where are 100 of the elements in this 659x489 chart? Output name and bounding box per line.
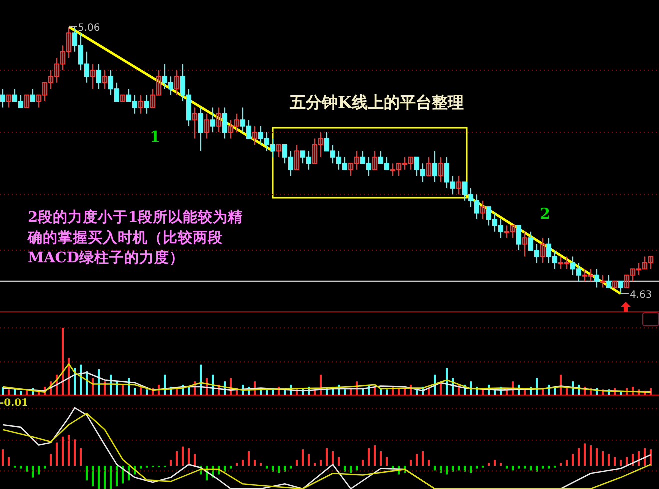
- bar: [134, 388, 136, 395]
- bar: [416, 454, 418, 466]
- bar: [428, 460, 430, 466]
- candlestick: [30, 88, 36, 102]
- bar: [290, 466, 292, 469]
- bar: [386, 457, 388, 466]
- bar: [248, 451, 250, 466]
- candlestick: [204, 113, 210, 140]
- bar: [140, 466, 142, 469]
- bar: [194, 454, 196, 466]
- bar: [104, 466, 106, 489]
- bar: [434, 466, 436, 471]
- bar: [602, 451, 604, 466]
- candlestick: [480, 200, 486, 220]
- bar: [566, 460, 568, 466]
- bar: [122, 466, 124, 484]
- bar: [344, 390, 346, 395]
- bar: [584, 444, 586, 466]
- bar: [368, 448, 370, 466]
- bar: [590, 446, 592, 466]
- bar: [578, 448, 580, 466]
- candlestick: [516, 225, 522, 252]
- bar: [146, 390, 148, 395]
- candlestick: [372, 150, 378, 170]
- bar: [494, 460, 496, 466]
- bar: [476, 466, 478, 469]
- bar: [20, 390, 22, 395]
- candlestick: [144, 94, 150, 114]
- annotation: -0.01: [0, 398, 29, 409]
- bar: [74, 440, 76, 466]
- bar: [26, 466, 28, 472]
- bar: [386, 390, 388, 395]
- bar: [464, 466, 466, 472]
- bar: [524, 466, 526, 469]
- bar: [116, 466, 118, 486]
- candlestick: [432, 150, 438, 183]
- bar: [80, 448, 82, 466]
- bar: [110, 466, 112, 489]
- candlestick: [198, 107, 204, 152]
- candlestick: [594, 268, 600, 288]
- bar: [68, 435, 70, 466]
- candlestick: [174, 70, 180, 96]
- bar: [92, 378, 94, 395]
- bar: [80, 364, 82, 395]
- bar: [92, 466, 94, 486]
- bar: [62, 436, 64, 466]
- annotation: 2段的力度小于1段所以能较为精确的掌握买入时机（比较两段MACD绿柱子的力度）: [27, 208, 244, 267]
- candlestick: [222, 107, 228, 140]
- bar: [326, 448, 328, 466]
- bar: [62, 328, 64, 395]
- bar: [452, 466, 454, 472]
- bar: [200, 364, 202, 395]
- bar: [548, 466, 550, 469]
- bar: [542, 466, 544, 469]
- bar: [20, 466, 22, 469]
- candlestick: [138, 94, 144, 114]
- candlestick: [522, 231, 528, 258]
- candlestick: [216, 107, 222, 134]
- bar: [182, 446, 184, 466]
- bar: [620, 460, 622, 466]
- bar: [284, 466, 286, 472]
- bar: [650, 450, 652, 466]
- bar: [410, 460, 412, 466]
- bar: [176, 451, 178, 466]
- bar: [32, 466, 34, 478]
- bar: [608, 454, 610, 466]
- bar: [230, 466, 232, 469]
- bar: [296, 460, 298, 466]
- bar: [236, 463, 238, 466]
- bar: [122, 384, 124, 395]
- bar: [506, 466, 508, 469]
- candlestick: [540, 238, 546, 264]
- bar: [338, 457, 340, 466]
- candlestick: [102, 70, 108, 90]
- bar: [572, 454, 574, 466]
- bar: [308, 454, 310, 466]
- annotation: 五分钟K线上的平台整理: [289, 93, 464, 112]
- bar: [536, 466, 538, 472]
- candlestick: [618, 281, 624, 294]
- bar: [2, 450, 4, 466]
- bar: [188, 386, 190, 395]
- bar: [242, 460, 244, 466]
- candlestick: [6, 94, 12, 108]
- candlestick: [96, 64, 102, 90]
- candlestick: [606, 274, 612, 288]
- candlestick: [426, 156, 432, 177]
- bar: [44, 466, 46, 469]
- bar: [644, 448, 646, 466]
- bar: [596, 448, 598, 466]
- bar: [266, 390, 268, 395]
- annotation: 2: [540, 205, 550, 223]
- bar: [512, 466, 514, 471]
- candlestick: [252, 126, 258, 146]
- bar: [266, 466, 268, 469]
- bar: [614, 457, 616, 466]
- bar: [356, 466, 358, 471]
- annotation: 4.63: [630, 290, 652, 301]
- bar: [86, 466, 88, 481]
- bar: [50, 454, 52, 466]
- bar: [344, 466, 346, 472]
